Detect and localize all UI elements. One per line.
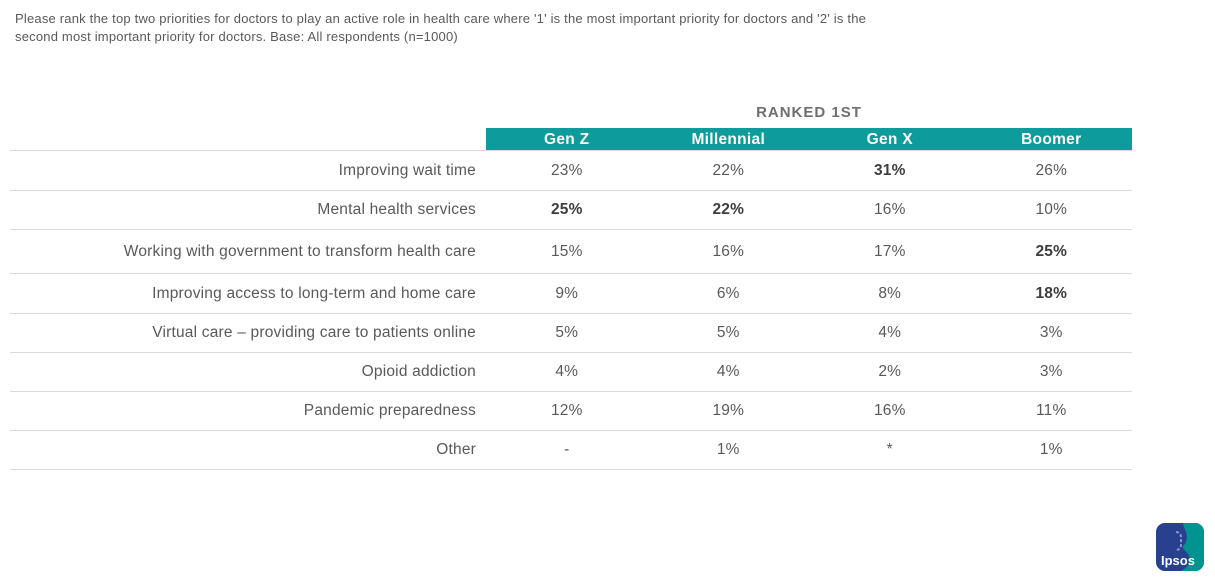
table-cell: 6% [716, 284, 740, 302]
row-label: Working with government to transform hea… [123, 242, 476, 260]
table-cell: 5% [555, 324, 579, 341]
table-row: Pandemic preparedness 12% 19% 16% 11% [10, 392, 1132, 431]
table-row: Improving wait time 23% 22% 31% 26% [10, 151, 1132, 191]
table-cell: 25% [550, 201, 583, 218]
row-label: Opioid addiction [361, 363, 476, 380]
table-cell: 15% [550, 242, 583, 260]
results-table: Improving wait time 23% 22% 31% 26% Ment… [10, 150, 1132, 470]
table-row: Other - 1% * 1% [10, 431, 1132, 470]
table-cell: 25% [1035, 242, 1068, 260]
table-cell: 18% [1035, 284, 1068, 302]
table-cell: 31% [873, 161, 906, 179]
table-cell: 12% [550, 402, 583, 419]
table-row: Virtual care – providing care to patient… [10, 314, 1132, 353]
table-cell: - [564, 441, 570, 458]
table-cell: 22% [712, 201, 745, 218]
table-cell: 16% [873, 402, 906, 419]
table-cell: 8% [878, 284, 902, 302]
table-cell: 23% [550, 161, 583, 179]
question-text: Please rank the top two priorities for d… [15, 11, 867, 44]
table-header-row: Gen Z Millennial Gen X Boomer [486, 128, 1132, 151]
ipsos-logo: Ipsos [1156, 523, 1204, 571]
table-cell: 1% [716, 441, 740, 458]
table-cell: 1% [1039, 441, 1063, 458]
column-header-gen-z: Gen Z [544, 131, 590, 148]
table-cell: 11% [1036, 402, 1067, 419]
table-cell: 4% [555, 363, 579, 380]
row-label: Improving wait time [338, 161, 476, 179]
ranked-1st-title: RANKED 1ST [756, 104, 862, 121]
table-cell: 26% [1035, 161, 1068, 179]
row-label: Virtual care – providing care to patient… [152, 324, 476, 341]
table-cell: * [886, 441, 893, 458]
ipsos-logo-graphic: Ipsos [1156, 523, 1204, 571]
table-cell: 9% [555, 284, 579, 302]
ipsos-logo-text: Ipsos [1161, 553, 1195, 568]
table-cell: 19% [712, 402, 745, 419]
table-cell: 17% [873, 242, 906, 260]
table-cell: 16% [873, 201, 906, 218]
row-label: Mental health services [317, 201, 476, 218]
row-label: Improving access to long-term and home c… [152, 284, 476, 302]
table-row: Improving access to long-term and home c… [10, 274, 1132, 314]
table-cell: 4% [878, 324, 902, 341]
table-cell: 2% [878, 363, 902, 380]
table-row: Working with government to transform hea… [10, 230, 1132, 274]
column-header-gen-x: Gen X [866, 131, 913, 148]
table-cell: 3% [1039, 363, 1063, 380]
table-row: Mental health services 25% 22% 16% 10% [10, 191, 1132, 230]
table-cell: 10% [1035, 201, 1068, 218]
row-label: Other [436, 441, 476, 458]
table-cell: 16% [712, 242, 745, 260]
column-header-millennial: Millennial [691, 131, 766, 148]
column-header-boomer: Boomer [1021, 131, 1082, 148]
table-cell: 4% [716, 363, 740, 380]
table-cell: 3% [1039, 324, 1063, 341]
table-row: Opioid addiction 4% 4% 2% 3% [10, 353, 1132, 392]
table-cell: 5% [716, 324, 740, 341]
table-cell: 22% [712, 161, 745, 179]
row-label: Pandemic preparedness [303, 402, 476, 419]
